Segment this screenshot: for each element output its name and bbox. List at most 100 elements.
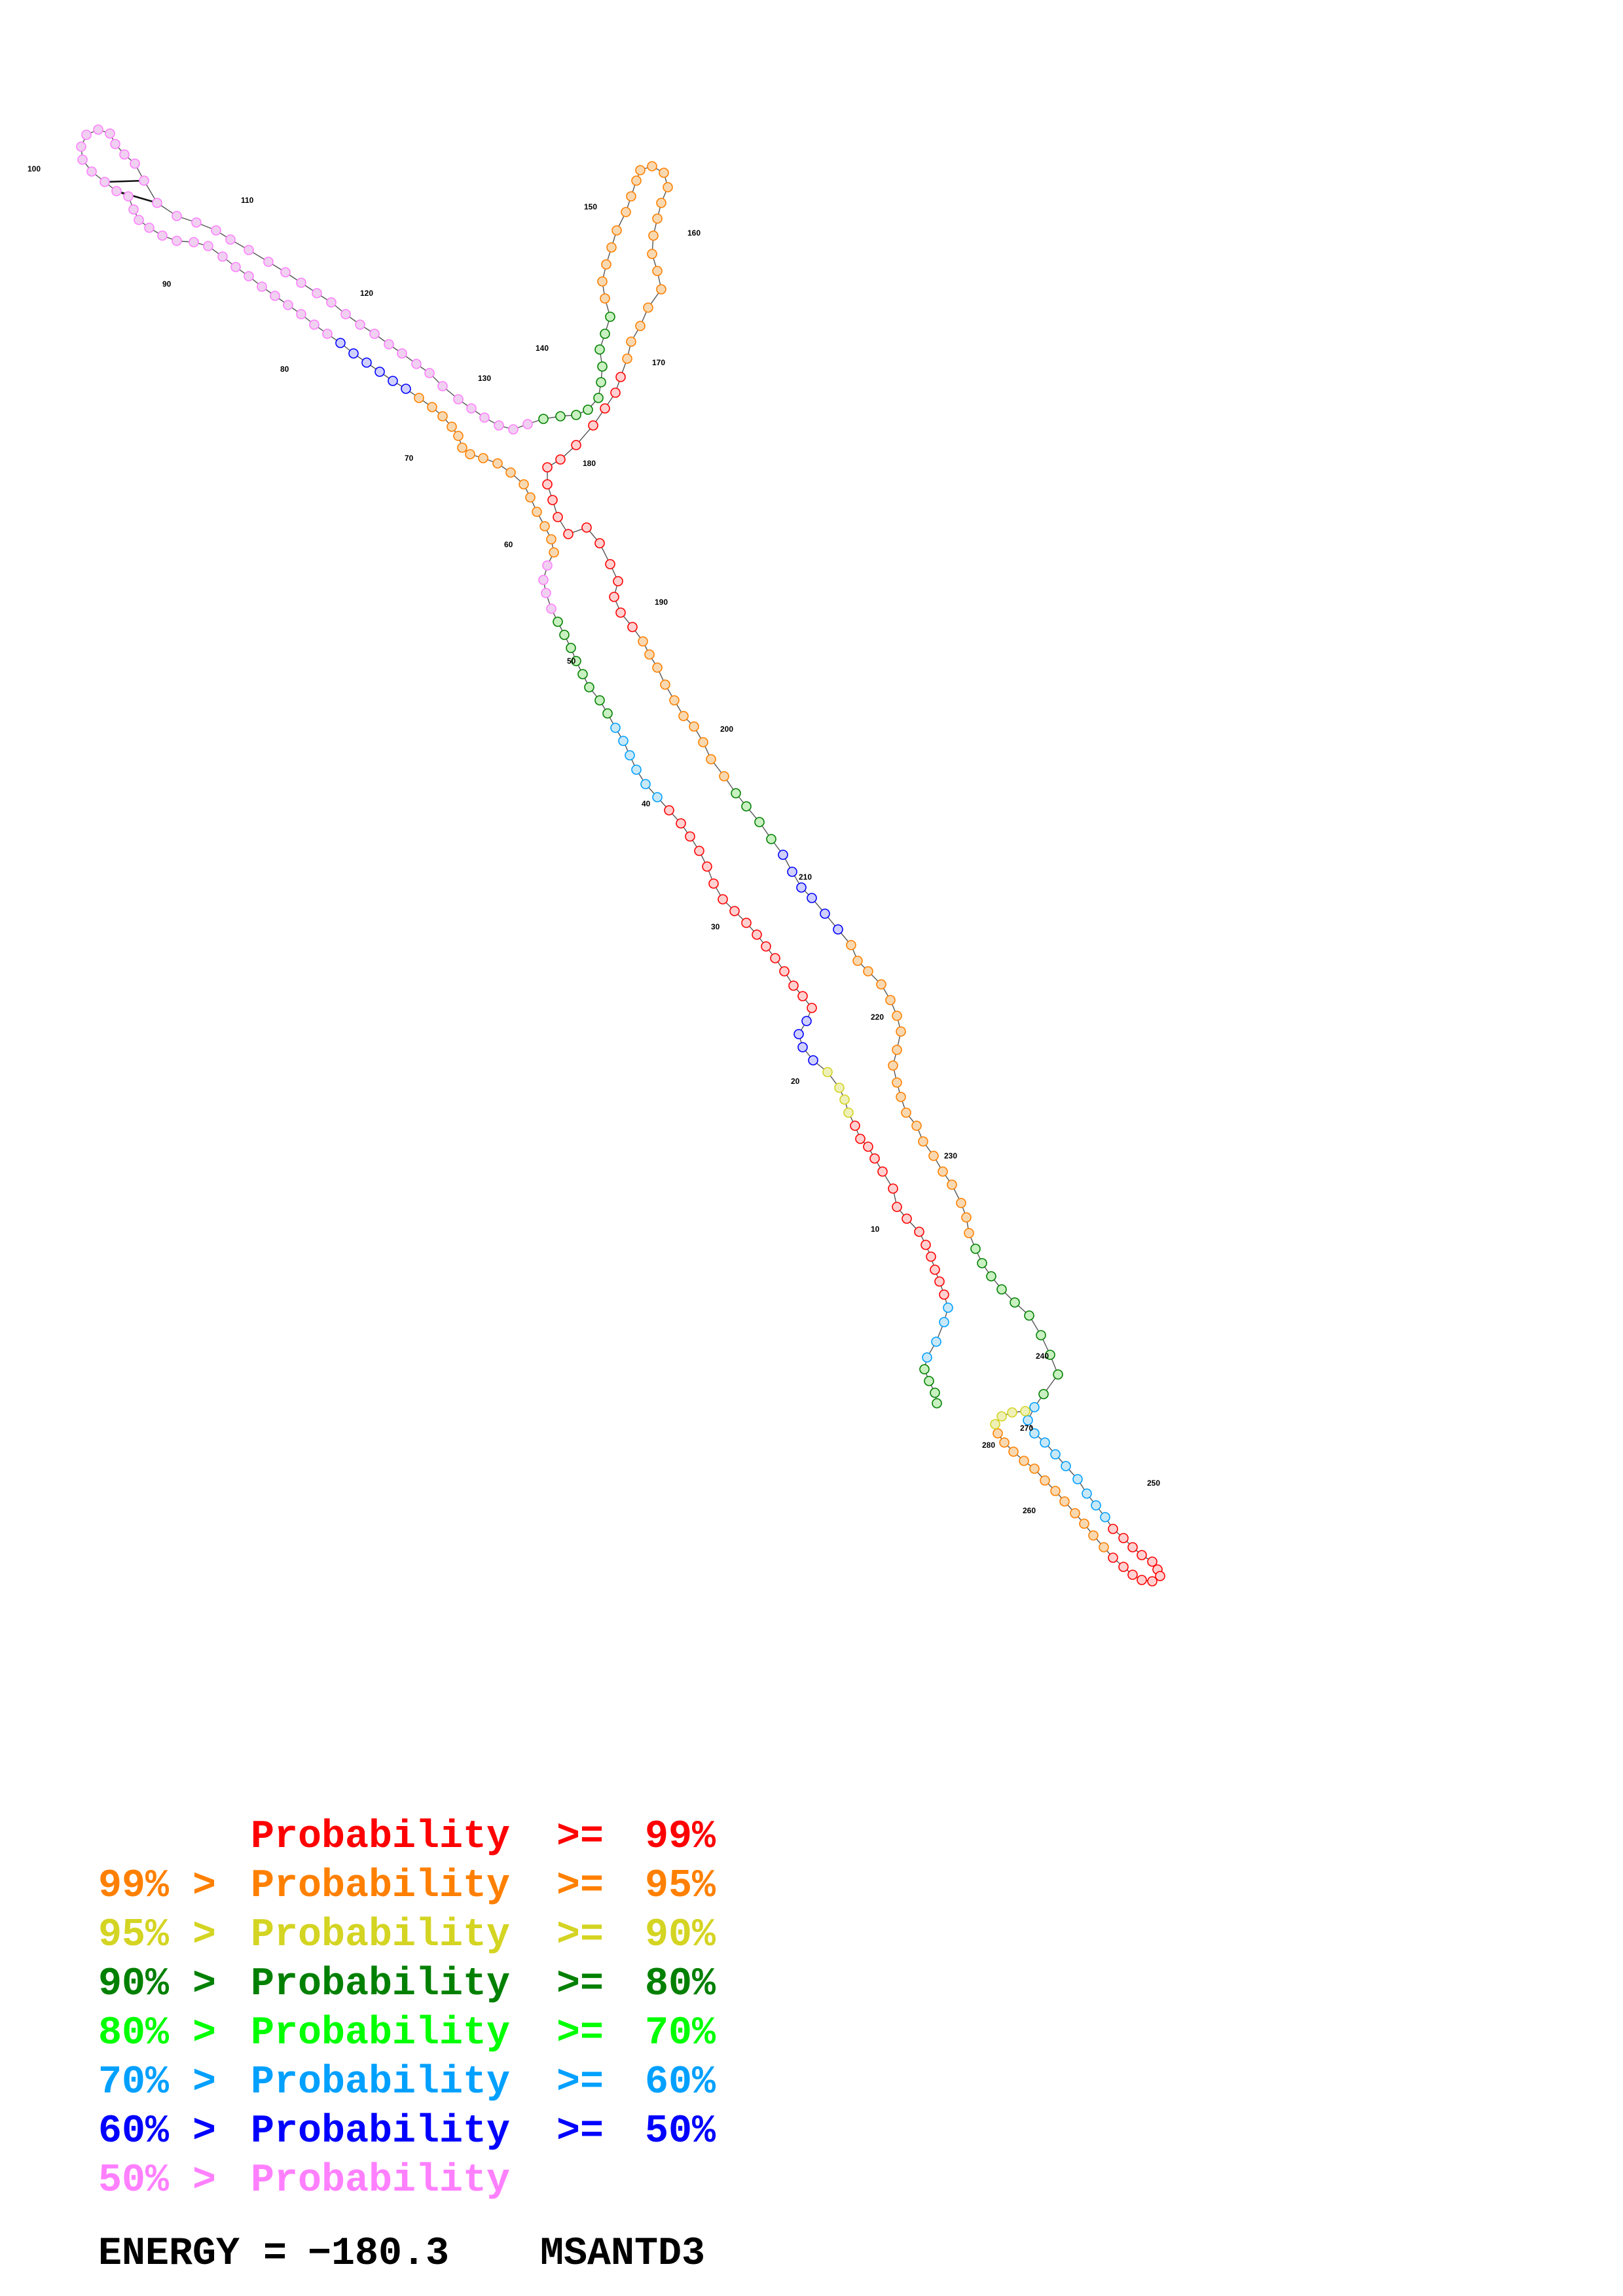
legend-lower-bound: 70% >	[98, 2060, 217, 2105]
nucleotide-node	[605, 312, 615, 322]
nucleotide-node	[217, 251, 228, 262]
nucleotide-node	[134, 215, 144, 225]
nucleotide-node	[505, 467, 516, 478]
nucleotide-node	[892, 1045, 902, 1055]
nucleotide-node	[191, 217, 202, 228]
position-label: 60	[504, 540, 513, 549]
nucleotide-node	[280, 267, 291, 278]
nucleotide-node	[1040, 1437, 1050, 1448]
nucleotide-node	[1155, 1571, 1165, 1581]
nucleotide-node	[902, 1213, 912, 1224]
legend-row: 50% > Probability	[0, 2157, 786, 2205]
nucleotide-node	[355, 319, 365, 330]
nucleotide-node	[508, 424, 519, 435]
nucleotide-node	[635, 165, 646, 175]
nucleotide-node	[622, 353, 632, 364]
nucleotide-node	[702, 861, 712, 872]
nucleotide-node	[553, 617, 563, 627]
nucleotide-node	[656, 198, 666, 208]
backbone-path	[81, 129, 1161, 1582]
nucleotide-node	[896, 1026, 906, 1037]
nucleotide-node	[1082, 1488, 1092, 1499]
nucleotide-node	[947, 1179, 957, 1190]
position-label: 140	[536, 344, 549, 353]
nucleotide-node	[457, 442, 467, 453]
nucleotide-node	[706, 754, 716, 764]
nucleotide-node	[659, 168, 669, 178]
nucleotide-node	[843, 1107, 854, 1118]
nucleotide-node	[807, 1003, 817, 1013]
nucleotide-node	[605, 559, 615, 569]
legend-operator: >=	[556, 2060, 604, 2105]
nucleotide-node	[597, 276, 608, 287]
nucleotide-node	[731, 788, 741, 798]
nucleotide-node	[105, 128, 115, 139]
nucleotide-node	[584, 682, 594, 692]
nucleotide-node	[1053, 1369, 1063, 1380]
nucleotide-node	[644, 649, 655, 660]
nucleotide-node	[924, 1376, 934, 1386]
nucleotide-node	[752, 929, 762, 940]
position-label: 240	[1036, 1352, 1049, 1361]
nucleotide-node	[618, 736, 629, 746]
nucleotide-node	[625, 750, 635, 761]
nucleotide-node	[1050, 1486, 1061, 1496]
nucleotide-node	[203, 241, 213, 251]
energy-value: −180.3	[308, 2232, 450, 2276]
nucleotide-node	[538, 575, 549, 585]
position-label: 190	[655, 598, 668, 607]
nucleotide-node	[939, 1317, 949, 1327]
nucleotide-node	[719, 771, 729, 781]
nucleotide-node	[930, 1388, 940, 1398]
base-pair-lines	[104, 179, 158, 204]
nucleotide-node	[594, 344, 605, 355]
nucleotide-node	[492, 458, 503, 469]
nucleotide-node	[600, 403, 610, 414]
nucleotide-node	[1099, 1542, 1109, 1552]
energy-label: ENERGY =	[98, 2232, 311, 2276]
position-label: 120	[360, 289, 373, 298]
legend-row: 90% > Probability >= 80%	[0, 1960, 786, 2009]
nucleotide-node	[1061, 1461, 1071, 1471]
nucleotide-node	[263, 257, 274, 267]
nucleotide-node	[119, 149, 130, 160]
nucleotide-node	[698, 737, 708, 747]
nucleotide-node	[839, 1094, 850, 1105]
nucleotide-node	[522, 419, 533, 429]
nucleotide-node	[257, 281, 267, 292]
position-label: 90	[162, 279, 172, 289]
legend-lower-bound: 99% >	[98, 1864, 217, 1909]
position-label: 50	[567, 656, 576, 666]
nucleotide-node	[615, 372, 626, 382]
nucleotide-node	[610, 723, 621, 733]
nucleotide-node	[296, 278, 306, 288]
nucleotide-node	[542, 462, 553, 473]
nucleotide-node	[914, 1227, 924, 1237]
nucleotide-node	[1100, 1512, 1110, 1522]
nucleotide-node	[1045, 1350, 1055, 1360]
nucleotide-node	[863, 966, 873, 977]
position-label: 210	[799, 872, 812, 882]
nucleotide-node	[322, 329, 333, 339]
gene-name: MSANTD3	[540, 2232, 706, 2276]
position-label: 180	[583, 459, 596, 468]
legend-upper-bound: 90%	[645, 1913, 716, 1958]
nucleotide-node	[283, 300, 293, 310]
nucleotide-node	[931, 1336, 941, 1347]
nucleotide-node	[606, 242, 617, 253]
nucleotide-node	[152, 198, 162, 208]
nucleotide-node	[437, 411, 448, 422]
nucleotide-node	[478, 453, 488, 463]
nucleotide-node	[626, 191, 636, 202]
nucleotide-node	[1118, 1533, 1129, 1543]
nucleotide-node	[919, 1364, 930, 1374]
nucleotide-node	[685, 831, 695, 842]
nucleotide-node	[689, 721, 699, 732]
legend-label: Probability	[251, 2060, 511, 2105]
nucleotide-node	[397, 348, 407, 359]
nucleotide-node	[656, 284, 666, 295]
nucleotide-node	[1038, 1389, 1049, 1399]
position-label: 230	[944, 1151, 957, 1160]
nucleotide-node	[846, 940, 856, 950]
nucleotide-node	[863, 1141, 873, 1152]
